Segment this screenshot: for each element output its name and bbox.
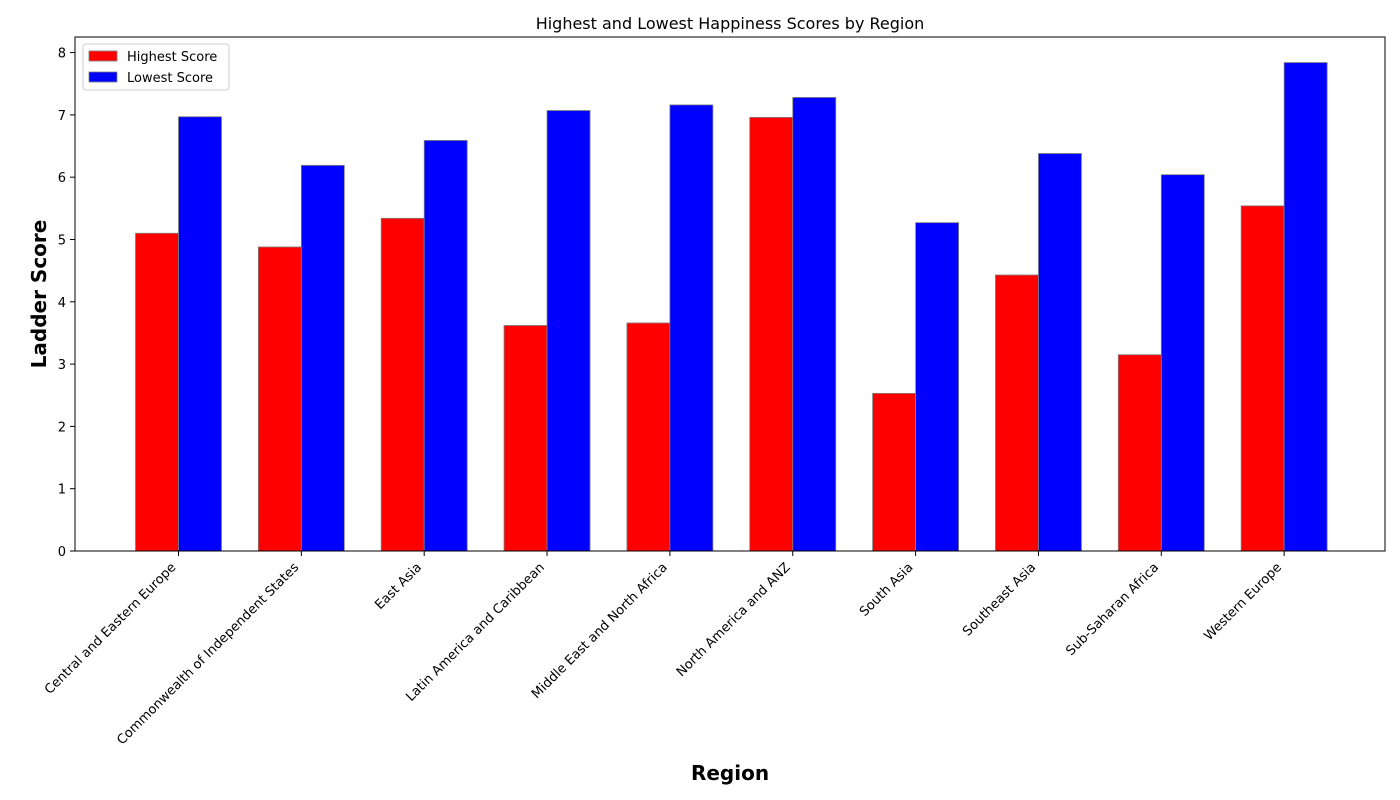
x-tick-label: Middle East and North Africa xyxy=(529,560,671,702)
bar-highest-8 xyxy=(1117,354,1162,552)
bar-highest-2 xyxy=(380,217,425,552)
bar-highest-4 xyxy=(626,322,671,552)
bar-lowest-0 xyxy=(178,116,222,552)
x-tick-label: Southeast Asia xyxy=(960,560,1039,639)
y-tick-label: 5 xyxy=(58,233,66,248)
legend-label-lowest: Lowest Score xyxy=(127,71,213,86)
bar-lowest-7 xyxy=(1038,153,1082,552)
bar-highest-3 xyxy=(503,325,548,552)
legend-swatch-lowest xyxy=(88,71,118,83)
legend-label-highest: Highest Score xyxy=(127,50,217,65)
y-tick-label: 6 xyxy=(58,171,66,186)
x-tick-label: Sub-Saharan Africa xyxy=(1063,560,1162,659)
y-tick-label: 4 xyxy=(58,296,66,311)
bar-highest-7 xyxy=(995,274,1039,552)
legend-swatch-highest xyxy=(88,50,118,62)
bar-lowest-1 xyxy=(300,164,345,552)
bar-highest-6 xyxy=(872,392,916,552)
bar-highest-5 xyxy=(749,116,794,552)
x-tick-label: Latin America and Caribbean xyxy=(403,560,548,705)
bar-lowest-4 xyxy=(669,104,714,552)
x-tick-label: South Asia xyxy=(857,560,917,620)
y-axis-ticks: 0 1 2 3 4 5 6 7 8 xyxy=(58,47,75,560)
bar-lowest-8 xyxy=(1160,174,1205,552)
x-tick-label: East Asia xyxy=(372,560,425,613)
bar-lowest-5 xyxy=(792,97,837,552)
legend-box xyxy=(82,43,230,91)
y-tick-label: 7 xyxy=(58,109,66,124)
chart-title: Highest and Lowest Happiness Scores by R… xyxy=(536,14,925,33)
x-tick-label: Western Europe xyxy=(1201,560,1285,644)
bar-lowest-6 xyxy=(915,222,959,552)
y-axis-label: Ladder Score xyxy=(27,220,51,369)
x-axis-label: Region xyxy=(691,761,769,785)
legend: Highest Score Lowest Score xyxy=(82,43,230,91)
y-tick-label: 3 xyxy=(58,358,66,373)
bar-highest-1 xyxy=(257,246,302,552)
x-tick-label: Central and Eastern Europe xyxy=(42,560,179,697)
bar-lowest-9 xyxy=(1283,62,1328,552)
plot-frame xyxy=(74,36,1386,552)
y-tick-label: 1 xyxy=(58,483,66,498)
bar-lowest-3 xyxy=(546,110,591,552)
y-tick-label: 2 xyxy=(58,420,66,435)
bar-lowest-2 xyxy=(423,140,468,552)
y-tick-label: 0 xyxy=(58,545,66,560)
bar-highest-9 xyxy=(1240,205,1285,552)
bar-highest-0 xyxy=(135,232,179,552)
y-tick-label: 8 xyxy=(58,47,66,62)
bars-layer xyxy=(135,62,1328,552)
x-tick-label: North America and ANZ xyxy=(674,560,794,680)
